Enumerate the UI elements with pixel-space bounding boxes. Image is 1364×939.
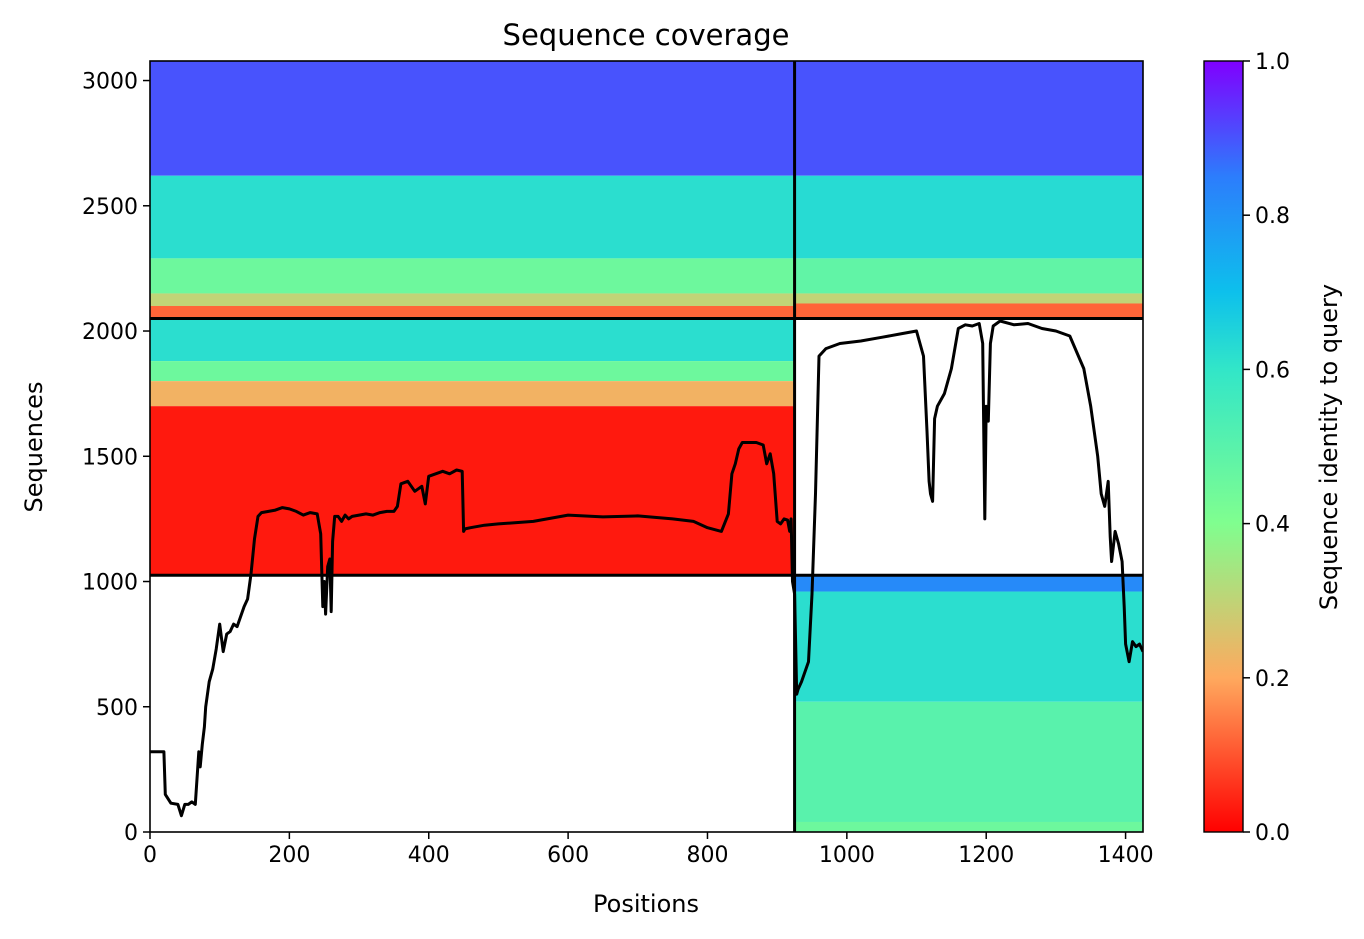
heatmap-band-0-1 [150, 175, 795, 259]
x-axis-label: Positions [593, 890, 699, 918]
heatmap-band-0-2 [150, 258, 795, 294]
coverage-heatmap [150, 61, 1143, 832]
chart-title: Sequence coverage [503, 18, 790, 52]
x-tick-label: 600 [547, 843, 589, 868]
heatmap-band-1-0 [794, 61, 1143, 176]
heatmap-band-1-1 [794, 175, 1143, 259]
colorbar-tick-label: 0.0 [1255, 821, 1290, 846]
y-tick-label: 0 [124, 821, 138, 846]
colorbar [1203, 60, 1244, 833]
heatmap-band-3-3 [794, 821, 1143, 832]
x-tick-label: 200 [268, 843, 310, 868]
x-tick-label: 1000 [819, 843, 875, 868]
y-tick-label: 2000 [82, 320, 138, 345]
coverage-line-0 [150, 319, 1143, 818]
x-tick-label: 400 [408, 843, 450, 868]
x-tick-label: 0 [143, 843, 157, 868]
x-axis-ticks: 0 200 400 600 800 1000 1200 1400 [143, 832, 1154, 868]
y-tick-label: 3000 [82, 70, 138, 95]
y-axis-ticks: 0 500 1000 1500 2000 2500 3000 [82, 70, 150, 846]
colorbar-ticks: 0.0 0.2 0.4 0.6 0.8 1.0 [1243, 50, 1290, 846]
colorbar-tick-label: 0.4 [1255, 513, 1290, 538]
colorbar-tick-label: 0.6 [1255, 358, 1290, 383]
heatmap-band-2-2 [150, 381, 795, 407]
y-axis-label: Sequences [20, 382, 48, 513]
y-tick-label: 2500 [82, 195, 138, 220]
heatmap-band-0-3 [150, 293, 795, 306]
coverage-line-layer [150, 319, 1143, 818]
heatmap-band-2-0 [150, 318, 795, 362]
x-tick-label: 800 [686, 843, 728, 868]
heatmap-band-0-0 [150, 61, 795, 176]
colorbar-tick-label: 0.2 [1255, 667, 1290, 692]
colorbar-tick-label: 0.8 [1255, 204, 1290, 229]
heatmap-band-1-3 [794, 293, 1143, 304]
x-tick-label: 1200 [958, 843, 1014, 868]
heatmap-band-0-4 [150, 305, 795, 319]
chain-boundary-lines [150, 61, 1143, 832]
y-tick-label: 1500 [82, 445, 138, 470]
y-tick-label: 1000 [82, 571, 138, 596]
colorbar-label: Sequence identity to query [1315, 284, 1343, 610]
y-tick-label: 500 [96, 696, 138, 721]
plot-frame [149, 60, 1144, 833]
heatmap-band-2-3 [150, 406, 795, 576]
colorbar-tick-label: 1.0 [1255, 50, 1290, 75]
heatmap-band-3-0 [794, 575, 1143, 592]
heatmap-band-1-2 [794, 258, 1143, 294]
x-tick-label: 1400 [1098, 843, 1154, 868]
heatmap-band-2-1 [150, 361, 795, 382]
heatmap-band-3-2 [794, 701, 1143, 822]
heatmap-band-1-4 [794, 303, 1143, 319]
heatmap-band-3-1 [794, 591, 1143, 702]
